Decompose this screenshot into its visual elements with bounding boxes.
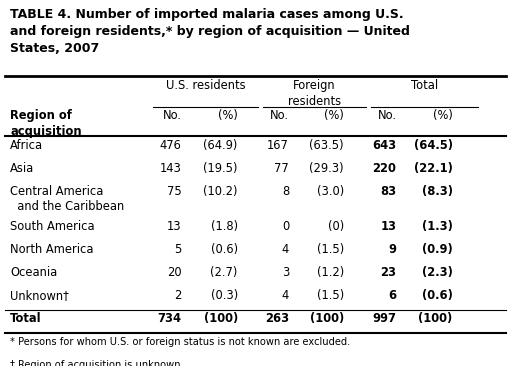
- Text: (63.5): (63.5): [309, 139, 344, 152]
- Text: 734: 734: [157, 312, 182, 325]
- Text: (2.7): (2.7): [210, 266, 238, 279]
- Text: Total: Total: [10, 312, 42, 325]
- Text: Central America
  and the Caribbean: Central America and the Caribbean: [10, 185, 124, 213]
- Text: 263: 263: [265, 312, 289, 325]
- Text: 2: 2: [174, 289, 182, 302]
- Text: South America: South America: [10, 220, 95, 233]
- Text: (0.6): (0.6): [211, 243, 238, 256]
- Text: (8.3): (8.3): [422, 185, 453, 198]
- Text: Africa: Africa: [10, 139, 44, 152]
- Text: (100): (100): [310, 312, 344, 325]
- Text: Unknown†: Unknown†: [10, 289, 69, 302]
- Text: Foreign
residents: Foreign residents: [288, 79, 341, 108]
- Text: 4: 4: [282, 289, 289, 302]
- Text: U.S. residents: U.S. residents: [166, 79, 246, 92]
- Text: (0.9): (0.9): [422, 243, 453, 256]
- Text: * Persons for whom U.S. or foreign status is not known are excluded.: * Persons for whom U.S. or foreign statu…: [10, 337, 351, 347]
- Text: (%): (%): [433, 109, 453, 122]
- Text: (64.9): (64.9): [204, 139, 238, 152]
- Text: 9: 9: [388, 243, 396, 256]
- Text: Total: Total: [411, 79, 438, 92]
- Text: 643: 643: [372, 139, 396, 152]
- Text: 0: 0: [282, 220, 289, 233]
- Text: 83: 83: [380, 185, 396, 198]
- Text: (0.3): (0.3): [211, 289, 238, 302]
- Text: 8: 8: [282, 185, 289, 198]
- Text: Region of
acquisition: Region of acquisition: [10, 109, 82, 138]
- Text: No.: No.: [270, 109, 289, 122]
- Text: Oceania: Oceania: [10, 266, 57, 279]
- Text: (64.5): (64.5): [414, 139, 453, 152]
- Text: 476: 476: [160, 139, 182, 152]
- Text: 75: 75: [167, 185, 182, 198]
- Text: Asia: Asia: [10, 162, 35, 175]
- Text: 143: 143: [160, 162, 182, 175]
- Text: (3.0): (3.0): [316, 185, 344, 198]
- Text: (%): (%): [324, 109, 344, 122]
- Text: (100): (100): [204, 312, 238, 325]
- Text: (1.5): (1.5): [316, 243, 344, 256]
- Text: (0): (0): [327, 220, 344, 233]
- Text: 220: 220: [372, 162, 396, 175]
- Text: (2.3): (2.3): [422, 266, 453, 279]
- Text: (1.3): (1.3): [422, 220, 453, 233]
- Text: (22.1): (22.1): [414, 162, 453, 175]
- Text: 3: 3: [282, 266, 289, 279]
- Text: No.: No.: [163, 109, 182, 122]
- Text: 4: 4: [282, 243, 289, 256]
- Text: (0.6): (0.6): [422, 289, 453, 302]
- Text: (29.3): (29.3): [309, 162, 344, 175]
- Text: (1.5): (1.5): [316, 289, 344, 302]
- Text: 20: 20: [167, 266, 182, 279]
- Text: (19.5): (19.5): [204, 162, 238, 175]
- Text: TABLE 4. Number of imported malaria cases among U.S.
and foreign residents,* by : TABLE 4. Number of imported malaria case…: [10, 8, 410, 55]
- Text: (1.8): (1.8): [211, 220, 238, 233]
- Text: 167: 167: [267, 139, 289, 152]
- Text: † Region of acquisition is unknown.: † Region of acquisition is unknown.: [10, 360, 184, 366]
- Text: 6: 6: [388, 289, 396, 302]
- Text: 23: 23: [380, 266, 396, 279]
- Text: (10.2): (10.2): [204, 185, 238, 198]
- Text: (%): (%): [218, 109, 238, 122]
- Text: North America: North America: [10, 243, 94, 256]
- Text: No.: No.: [378, 109, 396, 122]
- Text: 13: 13: [380, 220, 396, 233]
- Text: (100): (100): [419, 312, 453, 325]
- Text: 997: 997: [372, 312, 396, 325]
- Text: 77: 77: [274, 162, 289, 175]
- Text: 13: 13: [167, 220, 182, 233]
- Text: 5: 5: [174, 243, 182, 256]
- Text: (1.2): (1.2): [316, 266, 344, 279]
